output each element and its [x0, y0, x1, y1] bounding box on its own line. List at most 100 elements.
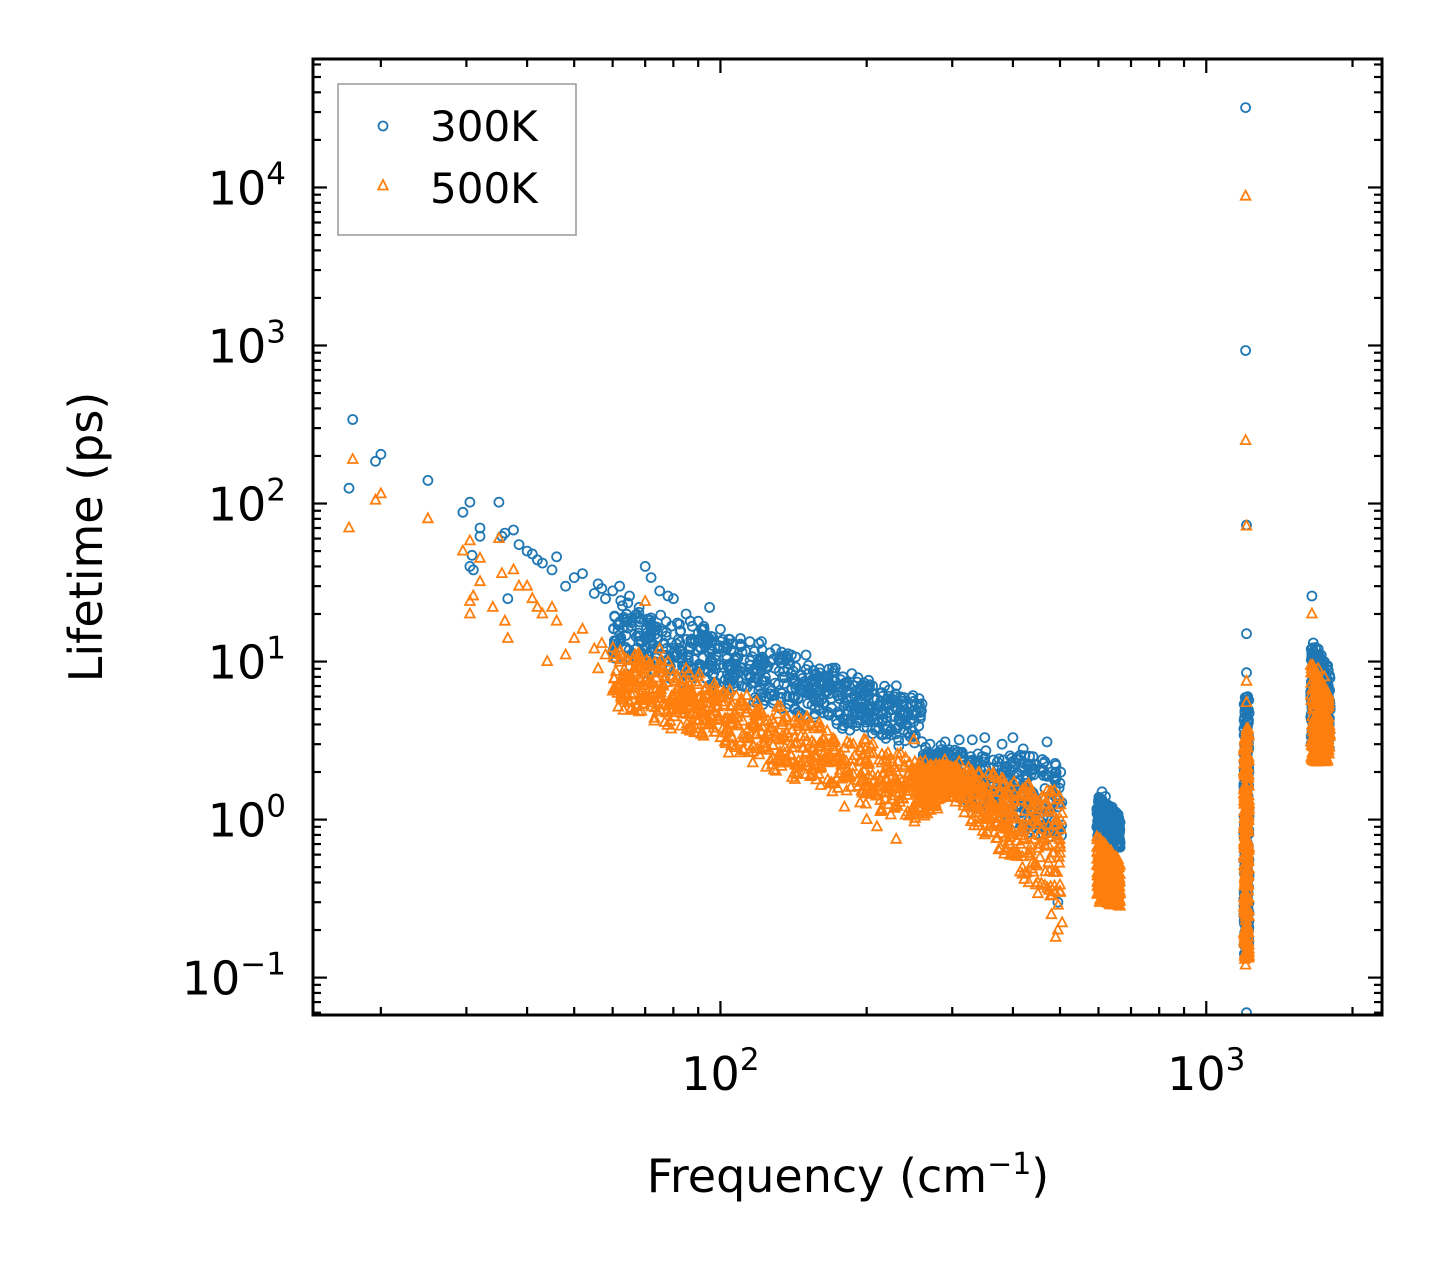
point-500k [785, 736, 798, 749]
point-300k [776, 646, 788, 658]
point-300k [710, 663, 722, 675]
point-300k [728, 645, 740, 657]
point-300k [1017, 743, 1029, 755]
point-500k [1026, 855, 1039, 868]
point-500k [707, 720, 720, 733]
point-500k [626, 672, 640, 685]
point-500k [1109, 877, 1122, 890]
point-500k [1311, 661, 1325, 674]
point-300k [1095, 813, 1107, 824]
point-500k [1033, 850, 1047, 863]
point-500k [1022, 817, 1036, 830]
point-500k [758, 731, 771, 743]
y-tick-label: 103 [208, 314, 286, 373]
point-500k [685, 684, 698, 697]
point-500k [899, 807, 912, 820]
point-500k [634, 672, 648, 685]
point-300k [1238, 714, 1250, 726]
point-500k [1041, 855, 1055, 868]
point-500k [986, 796, 1000, 809]
point-500k [1016, 849, 1029, 862]
point-500k [1242, 813, 1256, 825]
point-300k [703, 633, 715, 644]
point-500k [1008, 848, 1021, 861]
point-300k [635, 613, 647, 625]
point-500k [1031, 840, 1045, 853]
point-300k [609, 610, 620, 622]
point-500k [654, 682, 668, 695]
legend-marker-500k [376, 178, 390, 191]
point-500k [1305, 606, 1319, 619]
point-300k [596, 583, 608, 594]
point-500k [473, 550, 487, 563]
point-500k [1314, 684, 1327, 697]
point-500k [820, 723, 834, 736]
point-500k [652, 691, 665, 704]
point-300k [864, 679, 875, 691]
point-500k [814, 778, 828, 790]
point-500k [791, 765, 805, 778]
point-500k [456, 543, 470, 556]
point-500k [992, 842, 1005, 855]
point-500k [643, 655, 657, 668]
point-500k [644, 695, 658, 707]
point-500k [897, 777, 911, 790]
point-500k [1048, 826, 1062, 838]
point-300k [464, 496, 476, 508]
point-300k [740, 670, 752, 682]
point-300k [979, 732, 991, 743]
point-500k [691, 669, 705, 682]
point-500k [880, 781, 893, 794]
point-500k [632, 647, 646, 660]
point-500k [945, 784, 959, 797]
point-500k [755, 724, 768, 737]
point-300k [1241, 703, 1252, 715]
point-500k [889, 797, 902, 810]
point-300k [813, 692, 824, 704]
point-300k [624, 590, 635, 602]
point-500k [1046, 845, 1059, 858]
data-marks [342, 102, 1337, 1015]
point-500k [882, 797, 895, 810]
point-300k [1052, 896, 1064, 908]
point-500k [1055, 915, 1069, 928]
point-300k [827, 667, 838, 679]
point-300k [819, 685, 831, 697]
point-500k [927, 780, 941, 793]
point-500k [853, 795, 867, 808]
point-300k [876, 729, 887, 741]
point-500k [1315, 714, 1329, 727]
point-500k [777, 712, 790, 725]
point-500k [1053, 840, 1067, 852]
point-500k [736, 727, 750, 739]
point-300k [1099, 822, 1110, 834]
point-500k [677, 690, 690, 703]
point-300k [727, 671, 739, 683]
point-500k [766, 737, 780, 750]
point-300k [1318, 656, 1330, 667]
point-500k [866, 746, 880, 759]
point-500k [678, 706, 691, 719]
y-tick-label: 104 [208, 156, 286, 215]
point-300k [537, 557, 548, 569]
point-300k [845, 701, 856, 712]
point-500k [1052, 789, 1066, 801]
point-500k [795, 755, 809, 768]
point-500k [1013, 823, 1026, 836]
point-500k [668, 709, 681, 722]
point-500k [719, 733, 732, 746]
point-300k [841, 717, 853, 729]
y-tick-label: 10−1 [182, 947, 286, 1006]
point-300k [639, 561, 651, 572]
point-500k [769, 726, 783, 738]
point-300k [861, 721, 873, 733]
point-500k [1104, 887, 1118, 900]
point-500k [1053, 884, 1067, 897]
point-500k [1006, 847, 1020, 859]
point-300k [735, 662, 746, 674]
point-300k [1312, 643, 1324, 655]
point-500k [750, 719, 764, 731]
point-500k [840, 734, 854, 747]
point-500k [346, 452, 359, 464]
point-500k [911, 791, 924, 804]
